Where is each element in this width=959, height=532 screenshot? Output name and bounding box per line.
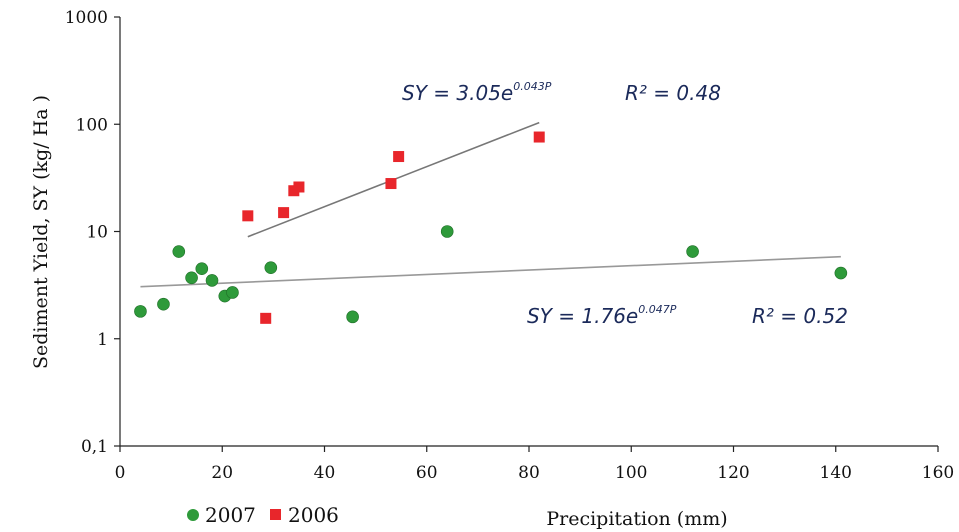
point-2007: [205, 274, 219, 287]
x-axis-label: Precipitation (mm): [546, 508, 727, 530]
trend-2007-exponent: 0.047P: [638, 303, 676, 316]
point-2007: [346, 310, 359, 324]
legend-label-2007: 2007: [205, 503, 256, 527]
legend-marker-2007: [187, 509, 199, 521]
svg-text:SY = 1.76e0.047P: SY = 1.76e0.047P: [527, 303, 677, 328]
trend-2006-equation: SY = 3.05e: [402, 81, 513, 105]
trend-label-2006: SY = 3.05e0.043P R² = 0.48: [402, 80, 721, 105]
point-2007: [134, 305, 147, 318]
legend-label-2006: 2006: [288, 503, 339, 527]
legend: 2007 2006: [187, 503, 339, 527]
y-axis-ticks: 0,1 1 10 100 1000: [65, 8, 120, 457]
x-tick-label: 40: [314, 463, 336, 483]
point-2007: [264, 261, 278, 274]
svg-text:SY = 3.05e0.043P: SY = 3.05e0.043P: [402, 80, 552, 105]
legend-marker-2006: [270, 509, 281, 520]
trend-lines: [140, 121, 841, 288]
trend-2006-r2: R² = 0.48: [625, 81, 721, 105]
x-tick-label: 140: [820, 463, 852, 483]
point-2006: [260, 312, 272, 324]
trend-2006-exponent: 0.043P: [513, 80, 551, 93]
y-tick-label: 100: [76, 115, 108, 135]
point-2006: [293, 181, 305, 193]
point-2007: [195, 262, 209, 275]
x-tick-label: 20: [211, 463, 233, 483]
point-2007: [185, 271, 198, 285]
point-2007: [834, 266, 848, 280]
y-axis-label: Sediment Yield, SY (kg/ Ha ): [30, 95, 52, 369]
point-2007: [226, 286, 239, 299]
x-tick-label: 60: [416, 463, 438, 483]
x-axis-ticks: 0 20 40 60 80 100 120 140 160: [115, 446, 954, 483]
x-tick-label: 100: [615, 463, 647, 483]
data-points: [134, 131, 848, 324]
point-2007: [157, 297, 170, 311]
point-2006: [242, 210, 254, 222]
point-2006: [385, 178, 397, 190]
trend-2007-equation: SY = 1.76e: [527, 304, 638, 328]
y-tick-label: 1000: [65, 8, 108, 28]
trend-line-2007: [140, 255, 841, 288]
x-tick-label: 0: [115, 463, 126, 483]
point-2006: [533, 131, 545, 143]
point-2006: [278, 207, 290, 219]
y-tick-label: 10: [86, 223, 108, 243]
x-tick-label: 80: [518, 463, 540, 483]
point-2006: [393, 151, 405, 163]
point-2007: [172, 245, 186, 258]
x-tick-label: 120: [717, 463, 749, 483]
y-tick-label: 1: [97, 330, 108, 350]
trend-label-2007: SY = 1.76e0.047P R² = 0.52: [527, 303, 848, 328]
point-2007: [440, 225, 454, 238]
point-2007: [686, 245, 699, 258]
trend-2007-r2: R² = 0.52: [752, 304, 848, 328]
y-tick-label: 0,1: [81, 437, 108, 457]
x-tick-label: 160: [922, 463, 954, 483]
